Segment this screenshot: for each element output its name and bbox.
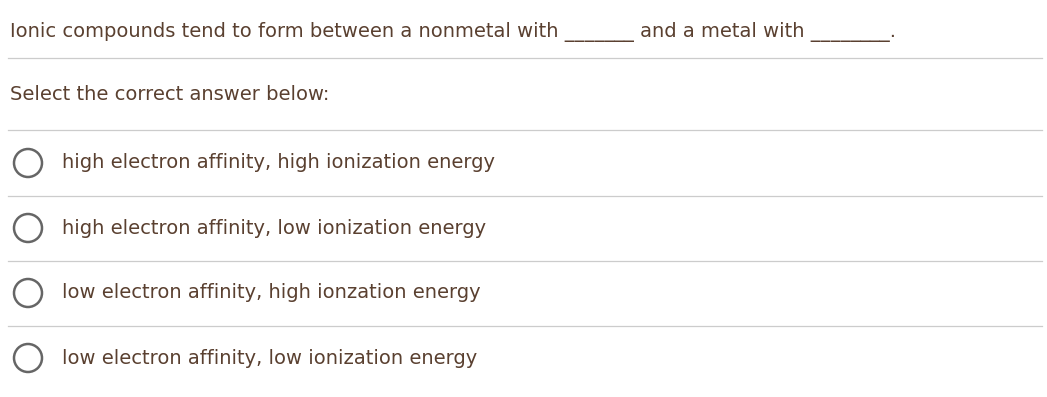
Text: Ionic compounds tend to form between a nonmetal with _______ and a metal with __: Ionic compounds tend to form between a n… <box>10 22 896 42</box>
Text: low electron affinity, low ionization energy: low electron affinity, low ionization en… <box>62 349 477 368</box>
Text: low electron affinity, high ionzation energy: low electron affinity, high ionzation en… <box>62 283 481 303</box>
Text: Select the correct answer below:: Select the correct answer below: <box>10 85 330 104</box>
Text: high electron affinity, high ionization energy: high electron affinity, high ionization … <box>62 154 495 173</box>
Text: high electron affinity, low ionization energy: high electron affinity, low ionization e… <box>62 218 486 237</box>
